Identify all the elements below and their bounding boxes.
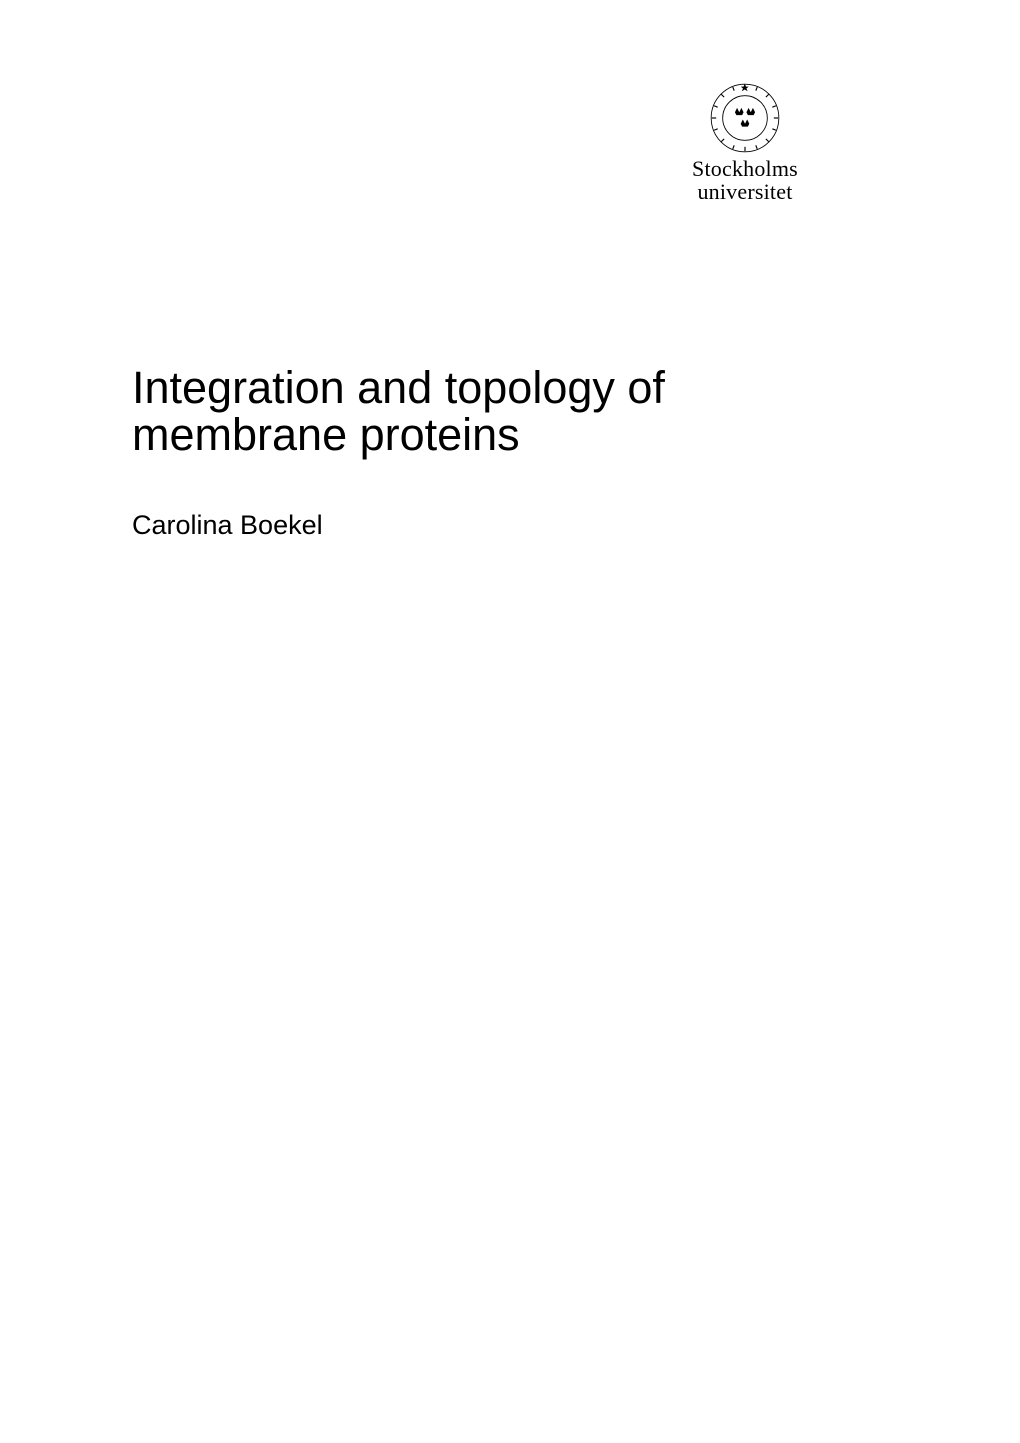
university-logo-block: Stockholms universitet bbox=[665, 82, 825, 205]
author-name: Carolina Boekel bbox=[132, 510, 323, 541]
stockholm-university-seal-icon bbox=[709, 82, 781, 154]
university-name-line2: universitet bbox=[665, 179, 825, 205]
thesis-title: Integration and topology of membrane pro… bbox=[132, 364, 890, 459]
